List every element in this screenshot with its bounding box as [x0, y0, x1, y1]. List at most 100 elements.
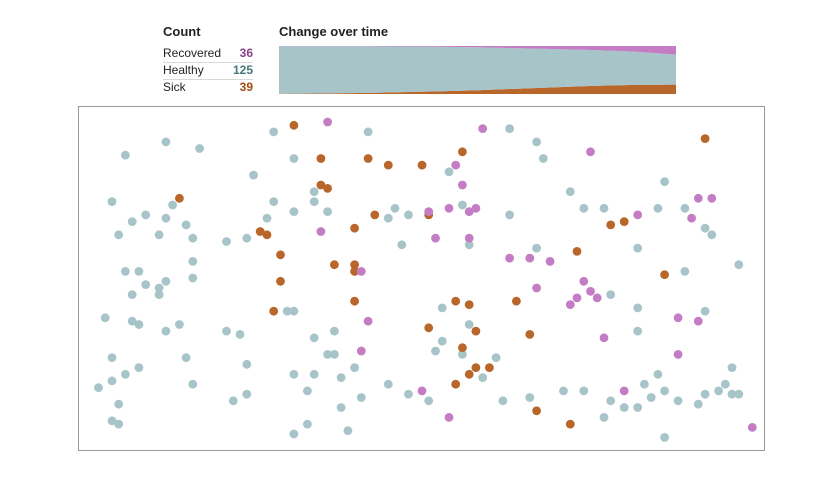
dot-sick: [464, 300, 474, 309]
dot-sick: [269, 306, 279, 316]
dot-healthy: [188, 379, 198, 389]
dot-healthy: [491, 353, 501, 363]
dot-healthy: [134, 363, 144, 372]
dot-healthy: [383, 379, 393, 389]
dot-healthy: [363, 127, 373, 137]
dot-healthy: [303, 419, 312, 429]
dot-sick: [350, 260, 359, 270]
change-over-time-title: Change over time: [279, 24, 389, 39]
dot-healthy: [660, 433, 669, 442]
count-value: 36: [239, 46, 253, 60]
dot-healthy: [269, 197, 279, 207]
dot-sick: [471, 363, 481, 372]
dot-healthy: [464, 240, 474, 250]
dot-healthy: [478, 373, 488, 382]
dot-sick: [330, 260, 339, 270]
dot-healthy: [707, 230, 717, 240]
dot-healthy: [323, 350, 332, 359]
dot-sick: [350, 267, 359, 276]
dot-healthy: [714, 386, 723, 396]
dot-healthy: [505, 124, 514, 133]
dot-recovered: [417, 386, 427, 396]
dot-sick: [471, 326, 481, 336]
dot-recovered: [673, 313, 683, 323]
dot-healthy: [525, 393, 535, 402]
dot-healthy: [282, 306, 292, 316]
dot-healthy: [640, 379, 649, 389]
dot-recovered: [586, 286, 595, 296]
dot-healthy: [181, 353, 191, 363]
dot-sick: [572, 247, 582, 256]
dot-healthy: [195, 144, 205, 153]
dot-healthy: [188, 257, 198, 266]
dot-healthy: [646, 393, 656, 402]
dot-healthy: [559, 386, 568, 396]
dot-sick: [660, 270, 669, 280]
dot-healthy: [565, 187, 575, 197]
dot-sick: [323, 184, 332, 193]
dot-healthy: [94, 383, 103, 392]
dot-healthy: [269, 127, 279, 137]
dot-healthy: [538, 154, 548, 163]
dot-healthy: [404, 389, 413, 399]
count-row-sick: Sick 39: [163, 79, 253, 95]
dot-healthy: [289, 429, 299, 439]
dot-healthy: [114, 419, 124, 429]
dot-healthy: [633, 326, 643, 336]
area-band-healthy: [279, 46, 676, 94]
dot-healthy: [734, 260, 744, 270]
count-row-healthy: Healthy 125: [163, 62, 253, 78]
dot-sick: [424, 323, 434, 333]
dot-recovered: [579, 276, 589, 286]
dot-healthy: [633, 403, 643, 412]
dot-recovered: [693, 193, 703, 203]
dot-recovered: [565, 300, 575, 309]
dot-healthy: [693, 399, 703, 409]
dot-healthy: [599, 413, 609, 422]
dot-healthy: [161, 137, 171, 147]
dot-healthy: [141, 210, 151, 220]
dot-sick: [700, 134, 710, 144]
dot-healthy: [404, 210, 413, 220]
dot-recovered: [747, 423, 757, 432]
dot-recovered: [464, 207, 474, 217]
count-value: 125: [232, 63, 253, 77]
dot-healthy: [107, 353, 117, 363]
dot-sick: [619, 217, 629, 227]
dot-healthy: [121, 369, 130, 379]
dot-recovered: [363, 316, 373, 326]
dot-healthy: [633, 243, 643, 253]
dot-healthy: [161, 213, 171, 223]
dot-sick: [276, 276, 285, 286]
dot-healthy: [161, 276, 171, 286]
dot-recovered: [316, 227, 326, 236]
dot-healthy: [606, 290, 616, 299]
dot-healthy: [121, 150, 130, 160]
dot-sick: [512, 296, 521, 306]
dot-healthy: [700, 389, 710, 399]
dot-recovered: [356, 346, 366, 356]
dot-recovered: [586, 147, 595, 157]
dot-healthy: [168, 200, 178, 210]
dot-sick: [606, 220, 616, 230]
dot-healthy: [141, 280, 151, 289]
dot-sick: [417, 160, 427, 170]
dot-healthy: [242, 233, 252, 243]
dot-recovered: [693, 316, 703, 326]
dot-healthy: [498, 396, 508, 406]
dot-healthy: [532, 243, 541, 253]
dot-sick: [255, 227, 265, 236]
dot-healthy: [235, 330, 245, 339]
dot-recovered: [532, 283, 541, 293]
dot-healthy: [121, 267, 130, 276]
dot-recovered: [478, 124, 488, 133]
dot-healthy: [680, 267, 690, 276]
area-band-recovered: [279, 46, 676, 55]
dot-healthy: [350, 363, 359, 372]
dot-healthy: [720, 379, 730, 389]
dot-healthy: [660, 177, 669, 187]
dot-healthy: [383, 213, 393, 223]
count-title: Count: [163, 24, 201, 39]
dot-recovered: [505, 253, 514, 263]
count-label: Healthy: [163, 63, 204, 77]
